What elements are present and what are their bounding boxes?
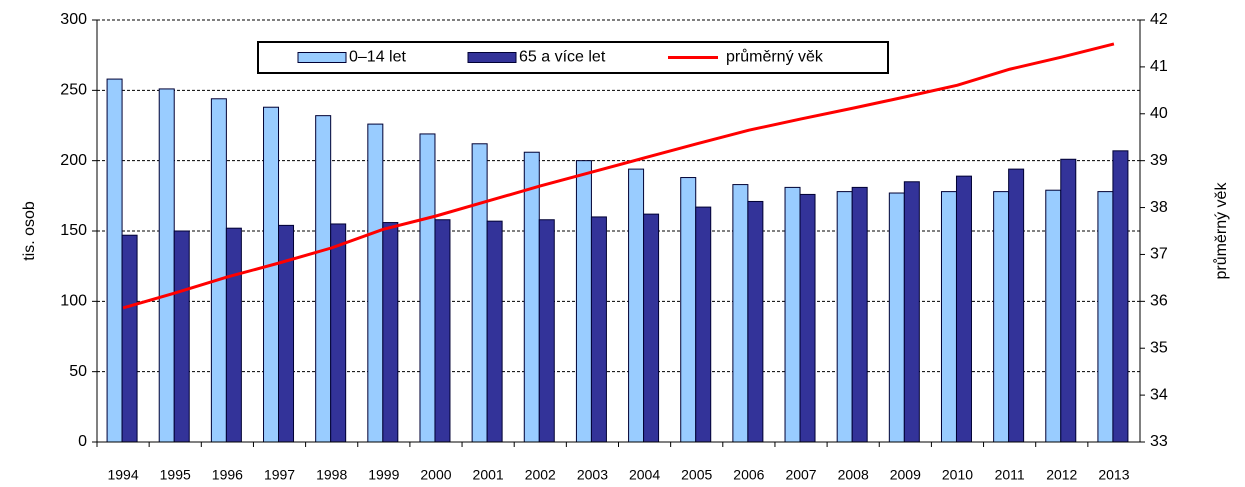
y2-tick-label: 35 (1150, 339, 1168, 356)
x-tick-label: 2008 (838, 467, 869, 483)
y-tick-label: 250 (60, 82, 87, 99)
y2-tick-label: 38 (1150, 199, 1168, 216)
x-tick-label: 2005 (681, 467, 712, 483)
legend-label: 0–14 let (349, 49, 406, 66)
legend-box (257, 41, 889, 74)
x-tick-label: 2003 (577, 467, 608, 483)
x-tick-label: 2013 (1098, 467, 1129, 483)
bar (225, 227, 242, 443)
x-tick-label: 2000 (420, 467, 451, 483)
legend-swatch (467, 52, 517, 63)
legend-label: 65 a více let (519, 49, 606, 66)
bar (940, 191, 957, 443)
bar (315, 115, 332, 443)
y2-tick-label: 41 (1150, 58, 1168, 75)
line-series (122, 42, 1115, 310)
bar (784, 186, 801, 443)
y2-tick-label: 42 (1150, 11, 1168, 28)
bar (106, 78, 123, 443)
bar (1112, 150, 1129, 443)
bar (538, 219, 555, 443)
legend-swatch (297, 52, 347, 63)
bar (888, 192, 905, 443)
x-tick-label: 2012 (1046, 467, 1077, 483)
y2-tick-label: 40 (1150, 105, 1168, 122)
x-tick-label: 1995 (160, 467, 191, 483)
legend: 0–14 let 65 a více let průměrný věk (257, 41, 889, 74)
bar (382, 222, 399, 443)
y2-axis-label: průměrný věk (1212, 182, 1230, 280)
x-tick-label: 2011 (995, 467, 1025, 483)
bar (903, 181, 920, 443)
x-tick-label: 1999 (368, 467, 399, 483)
bar (851, 186, 868, 443)
x-tick-label: 1994 (107, 467, 138, 483)
bar (590, 216, 607, 443)
bar (471, 143, 488, 443)
bar (695, 206, 712, 443)
bar (210, 98, 227, 443)
y2-tick-label: 36 (1150, 293, 1168, 310)
bar (628, 168, 645, 443)
y2-tick-label: 39 (1150, 152, 1168, 169)
bar (799, 193, 816, 443)
y-tick-label: 300 (60, 11, 87, 28)
bar (680, 177, 697, 443)
bar (330, 223, 347, 443)
bar (1008, 168, 1025, 443)
bar (955, 175, 972, 443)
x-tick-label: 2002 (525, 467, 556, 483)
bar (523, 151, 540, 443)
x-tick-label: 2010 (942, 467, 973, 483)
bar (173, 230, 190, 443)
bar (732, 184, 749, 443)
bar (1045, 189, 1062, 443)
bar (434, 219, 451, 443)
x-tick-label: 1997 (264, 467, 295, 483)
bar (158, 88, 175, 443)
y-tick-label: 150 (60, 222, 87, 239)
x-tick-label: 2009 (890, 467, 921, 483)
bar (1097, 191, 1114, 443)
y-axis-label: tis. osob (21, 201, 38, 261)
x-tick-label: 1998 (316, 467, 347, 483)
y-tick-label: 100 (60, 293, 87, 310)
bar (121, 234, 138, 443)
x-tick-label: 2001 (473, 467, 504, 483)
bar (367, 123, 384, 443)
bar (419, 133, 436, 443)
x-tick-label: 2007 (785, 467, 816, 483)
bar (643, 213, 660, 443)
y2-tick-label: 33 (1150, 433, 1168, 450)
y2-tick-label: 37 (1150, 246, 1168, 263)
bar (263, 106, 280, 443)
bar (486, 220, 503, 443)
bar (1060, 158, 1077, 443)
bar (993, 191, 1010, 443)
y2-tick-label: 34 (1150, 386, 1168, 403)
x-tick-label: 1996 (212, 467, 243, 483)
y-tick-label: 50 (69, 363, 87, 380)
bar (747, 200, 764, 443)
legend-label: průměrný věk (726, 48, 824, 66)
bar (575, 160, 592, 443)
bar (836, 191, 853, 443)
y-tick-label: 200 (60, 152, 87, 169)
y-tick-label: 0 (78, 433, 87, 450)
x-tick-label: 2006 (733, 467, 764, 483)
x-tick-label: 2004 (629, 467, 660, 483)
bar (278, 224, 295, 443)
